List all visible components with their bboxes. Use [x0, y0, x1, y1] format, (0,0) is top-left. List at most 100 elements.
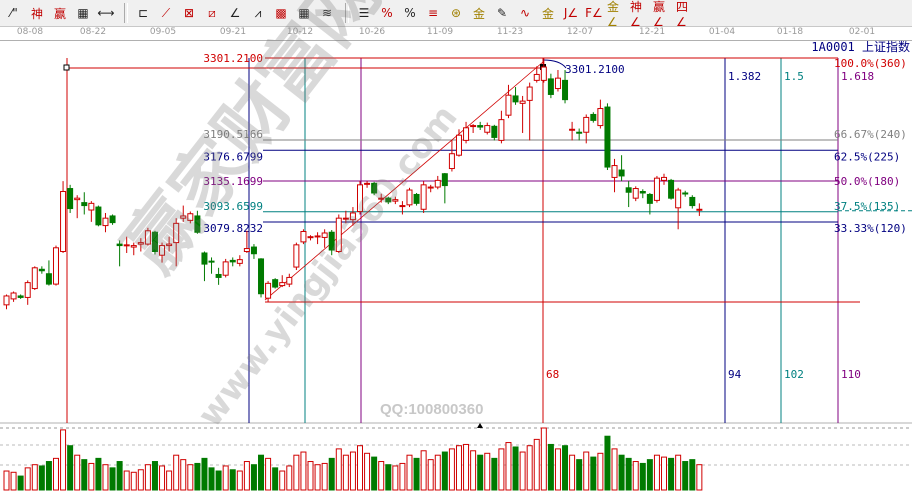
candle [17, 294, 24, 299]
candle-body [357, 184, 363, 213]
line-tool-icon[interactable]: ⁄" [10, 6, 18, 20]
fib-levels-icon[interactable]: ☰ [358, 6, 370, 20]
drawing-toolbar: ⁄" 神赢 ▦ ⟷ ⊏ ⟋ ⊠ ⧄ ∠ ⩘ ▩ ▦ ≋ ☰%% ≡ ⊛ 金 ✎ ∿ 金 J∠ F∠ 金∠ 神∠ 赢∠ 四∠ [0, 0, 912, 29]
volume-bar [74, 454, 81, 491]
volume-bar [258, 454, 265, 491]
candle [321, 229, 328, 248]
fib-wave-icon[interactable]: 赢 [53, 6, 66, 21]
candle-body [208, 260, 215, 263]
f-angle-icon[interactable]: F∠ [585, 6, 603, 20]
candle-body [668, 179, 675, 199]
candle-body [95, 206, 102, 226]
volume-bar [448, 448, 455, 491]
x-tick-label: 09-21 [219, 27, 247, 37]
candle [81, 192, 88, 215]
candle-body [229, 259, 236, 263]
candle [682, 190, 689, 197]
volume-bar [349, 451, 356, 491]
candle [399, 201, 406, 215]
toolbar-separator [345, 3, 349, 23]
candle [611, 158, 618, 193]
candle [52, 245, 59, 286]
fib-percent-label: 100.0%(360) [834, 57, 907, 70]
candle-body [540, 66, 547, 81]
j-angle-icon[interactable]: J∠ [563, 6, 579, 20]
volume-bar [470, 450, 477, 491]
volume-bar [102, 464, 109, 491]
anchor-handle [63, 64, 70, 71]
volume-bar [88, 462, 95, 491]
gold-angle-icon[interactable]: 金∠ [607, 0, 620, 29]
candle [583, 114, 590, 144]
percent-lines-icon[interactable]: ≡ [427, 6, 439, 20]
candle-body [597, 108, 604, 127]
candle [378, 193, 385, 203]
candle [470, 124, 477, 133]
volume-bar [526, 445, 533, 491]
candle [632, 186, 639, 202]
candle [60, 181, 67, 253]
candle [88, 201, 95, 222]
shen-angle-icon[interactable]: 神∠ [630, 0, 643, 29]
volume-bar [208, 467, 215, 491]
candle-body [661, 176, 668, 181]
gann-box-icon[interactable]: ⊠ [183, 6, 195, 20]
box-tool-icon[interactable]: ⊏ [137, 6, 149, 20]
fan-lines-icon[interactable]: ⟋ [161, 5, 171, 20]
candle-body [123, 244, 130, 247]
candle [646, 192, 653, 215]
grid-icon[interactable]: ▩ [275, 6, 287, 20]
date-axis: 08-08 08-22 09-05 09-21 10-12 10-26 11-09 11-23… [0, 27, 912, 41]
candle-body [406, 189, 413, 206]
candle [618, 155, 625, 182]
candle [144, 227, 151, 246]
candle [3, 294, 10, 310]
volume-bar [484, 452, 491, 491]
candle-body [349, 212, 356, 221]
fib-red-icon[interactable]: 神 [30, 6, 43, 21]
candle [307, 235, 314, 241]
parallel-lines-icon[interactable]: ≋ [321, 6, 333, 20]
fib-percent-label: 37.5%(135) [834, 200, 900, 213]
ying-angle-icon[interactable]: 赢∠ [653, 0, 666, 29]
peak-price-label: 3301.2100 [565, 63, 625, 76]
candle [498, 110, 505, 144]
candle-body [300, 231, 307, 243]
gann-square-icon[interactable]: ⧄ [208, 5, 216, 20]
volume-bar [243, 461, 250, 491]
candle [463, 121, 470, 144]
candle-body [484, 125, 491, 133]
pen-icon[interactable]: ✎ [496, 6, 508, 20]
zigzag-icon[interactable]: ⩘ [254, 5, 262, 20]
volume-bar [279, 470, 286, 491]
volume-bar [293, 454, 300, 491]
x-tick-label: 01-18 [776, 27, 804, 37]
angle-icon[interactable]: ∠ [229, 6, 241, 20]
candle-body [173, 222, 180, 244]
candle [173, 218, 180, 267]
volume-bar [364, 452, 371, 491]
x-tick-label: 12-07 [566, 27, 594, 37]
candle-body [144, 230, 151, 245]
volume-bar [661, 456, 668, 491]
wave-icon[interactable]: ∿ [519, 6, 531, 20]
candle-body [45, 273, 52, 285]
gold-lines-icon[interactable]: 金 [472, 6, 485, 21]
percent-icon[interactable]: % [404, 6, 416, 20]
candle-body [399, 205, 406, 208]
fib-price-label: 3135.1699 [203, 175, 263, 188]
volume-bar [399, 462, 406, 491]
candle-body [314, 235, 321, 238]
x-tick-label: 10-26 [358, 27, 386, 37]
four-angle-icon[interactable]: 四∠ [676, 0, 689, 29]
grid-dark-icon[interactable]: ▦ [298, 6, 310, 20]
measure-icon[interactable]: ⟷ [97, 6, 115, 20]
gold-icon[interactable]: 金 [541, 6, 554, 21]
volume-bar [300, 451, 307, 491]
candle [314, 232, 321, 245]
grid-box-icon[interactable]: ▦ [77, 6, 89, 20]
volume-bar [696, 464, 703, 491]
gold-coin-icon[interactable]: ⊛ [450, 6, 462, 20]
percent-fan-icon[interactable]: % [381, 6, 393, 20]
